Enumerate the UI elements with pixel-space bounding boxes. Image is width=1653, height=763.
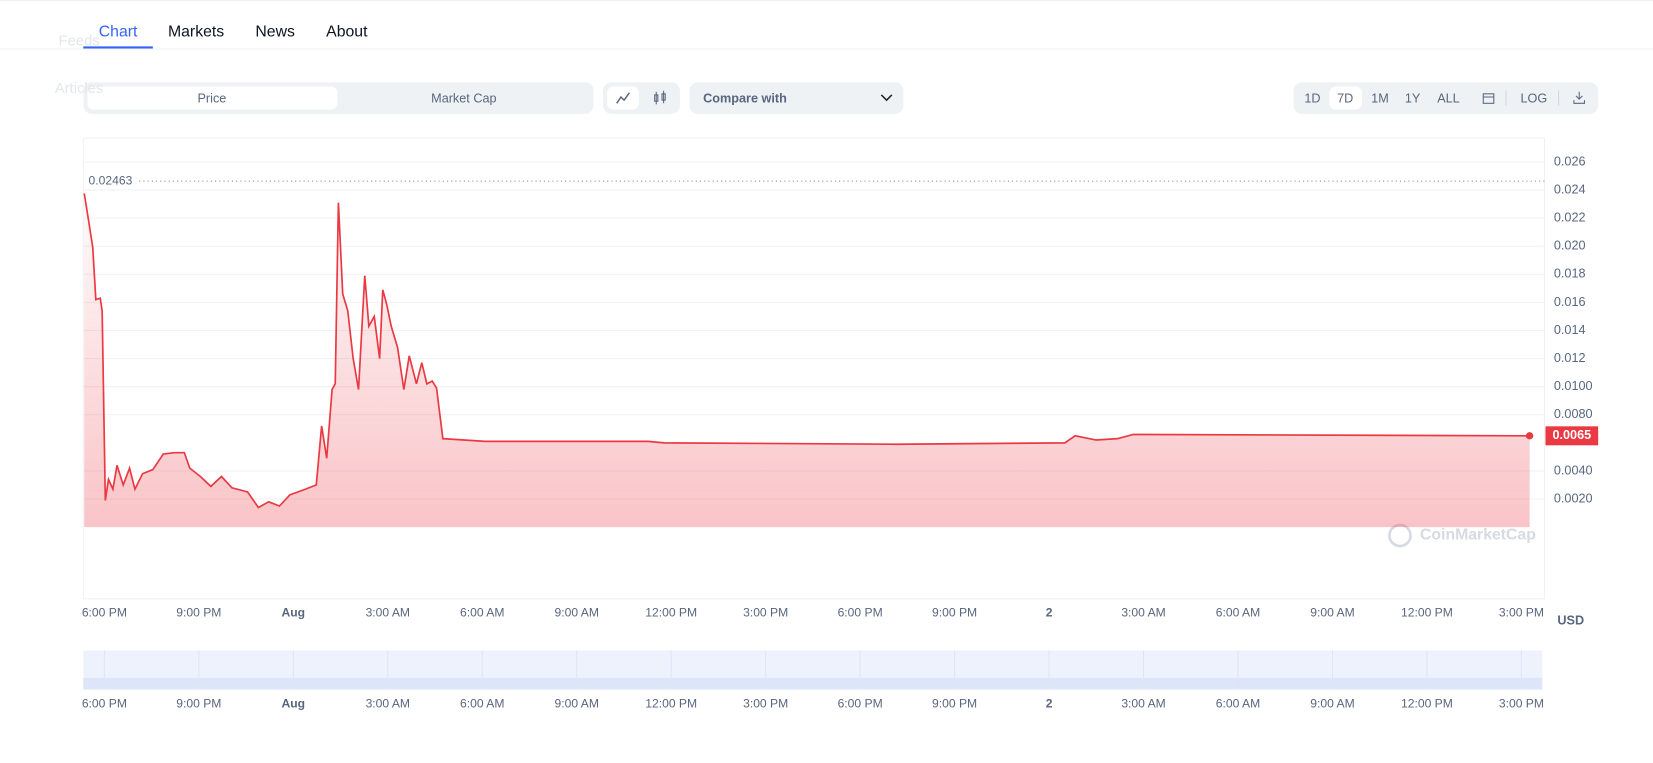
- price-area: [84, 193, 1530, 528]
- y-tick-label: 0.022: [1554, 210, 1586, 224]
- x-tick-label: 3:00 AM: [1121, 606, 1165, 620]
- y-tick-label: 0.0100: [1554, 379, 1593, 393]
- x-tick-label: 6:00 AM: [460, 696, 504, 710]
- x-tick-label: 3:00 AM: [366, 606, 410, 620]
- x-tick-label: 3:00 PM: [743, 606, 788, 620]
- toggle-option[interactable]: Price: [197, 90, 227, 106]
- toggle-option[interactable]: Market Cap: [431, 90, 497, 106]
- sidebar-link[interactable]: Articles: [54, 79, 104, 96]
- plot-frame: [82, 137, 1545, 600]
- x-tick-label: 6:00 PM: [82, 606, 127, 620]
- price-line: [83, 193, 1530, 509]
- x-tick-label: 3:00 AM: [366, 696, 410, 710]
- x-tick-label: 2: [1046, 606, 1053, 620]
- x-tick-label: 3:00 PM: [1499, 696, 1544, 710]
- x-tick-label: 6:00 PM: [82, 696, 127, 710]
- x-tick-label: 12:00 PM: [645, 606, 697, 620]
- y-tick-label: 0.018: [1554, 267, 1586, 281]
- x-tick-label: 6:00 AM: [1216, 696, 1260, 710]
- tab-underline: [83, 46, 153, 49]
- y-tick-label: 0.016: [1554, 295, 1586, 309]
- y-tick-label: 0.0020: [1554, 491, 1593, 505]
- divider: [1558, 90, 1560, 106]
- x-tick-label: 12:00 PM: [1401, 606, 1453, 620]
- tab[interactable]: Markets: [167, 22, 225, 41]
- last-price-label: 0.0065: [1552, 428, 1591, 442]
- log-button[interactable]: LOG: [1520, 90, 1548, 106]
- y-tick-label: 0.014: [1554, 323, 1586, 337]
- navigator-shade: [83, 677, 1543, 690]
- y-tick-label: 0.026: [1554, 154, 1586, 168]
- line-icon: [616, 92, 630, 104]
- y-tick-label: 0.0080: [1554, 407, 1593, 421]
- range-button[interactable]: 7D: [1337, 90, 1354, 106]
- x-tick-label: 12:00 PM: [1401, 696, 1453, 710]
- tab[interactable]: News: [255, 22, 295, 41]
- x-tick-label: 6:00 AM: [460, 606, 504, 620]
- sidebar-link[interactable]: Feeds: [58, 31, 100, 49]
- compare-select[interactable]: Compare with: [689, 82, 904, 114]
- x-tick-label: 2: [1046, 696, 1053, 710]
- x-tick-label: 9:00 PM: [932, 696, 977, 710]
- x-tick-label: 9:00 PM: [176, 606, 221, 620]
- x-tick-label: 6:00 PM: [838, 696, 883, 710]
- chevron: [880, 94, 893, 102]
- toggle: [83, 82, 594, 114]
- watermark: CoinMarketCap: [1420, 527, 1536, 544]
- x-tick-label: 3:00 PM: [743, 696, 788, 710]
- nav-border: [0, 48, 1653, 50]
- y-tick-label: 0.0040: [1554, 463, 1593, 477]
- x-tick-label: 9:00 AM: [555, 606, 599, 620]
- calendar-icon[interactable]: [1482, 92, 1495, 105]
- top-border: [0, 0, 1653, 2]
- compare-label: Compare with: [703, 90, 787, 106]
- candle-icon[interactable]: [653, 90, 668, 106]
- x-tick-label: 9:00 PM: [176, 696, 221, 710]
- y-tick-label: 0.012: [1554, 351, 1586, 365]
- watermark-logo: [1388, 523, 1412, 548]
- download-icon[interactable]: [1573, 91, 1586, 105]
- x-tick-label: 6:00 PM: [838, 606, 883, 620]
- x-tick-label: 9:00 AM: [555, 696, 599, 710]
- tab[interactable]: Chart: [98, 22, 138, 41]
- x-tick-label: 6:00 AM: [1216, 606, 1260, 620]
- currency: USD: [1557, 613, 1584, 627]
- range-button[interactable]: 1Y: [1404, 90, 1421, 106]
- x-tick-label: 9:00 AM: [1310, 696, 1354, 710]
- x-tick-label: 9:00 PM: [932, 606, 977, 620]
- x-tick-label: 3:00 AM: [1121, 696, 1165, 710]
- x-tick-label: 9:00 AM: [1310, 606, 1354, 620]
- toggle-pill: [87, 86, 338, 110]
- range-button[interactable]: ALL: [1437, 90, 1460, 106]
- chart-type: [603, 82, 680, 114]
- last-point: [1525, 432, 1534, 440]
- y-tick-label: 0.020: [1554, 239, 1586, 253]
- max-label: 0.02463: [89, 173, 133, 187]
- chart-type-pill[interactable]: [607, 86, 639, 110]
- x-tick-label: 12:00 PM: [645, 696, 697, 710]
- range-button[interactable]: 1M: [1371, 90, 1389, 106]
- y-tick-label: 0.024: [1554, 182, 1586, 196]
- range-bar: [1293, 82, 1599, 114]
- x-tick-label: 3:00 PM: [1499, 606, 1544, 620]
- x-tick-label: Aug: [282, 606, 306, 620]
- tab[interactable]: About: [326, 22, 368, 41]
- x-tick-label: Aug: [282, 696, 306, 710]
- range-pill: [1329, 86, 1363, 110]
- divider: [1505, 90, 1507, 106]
- last-price-badge: [1545, 426, 1599, 446]
- range-button[interactable]: 1D: [1304, 90, 1321, 106]
